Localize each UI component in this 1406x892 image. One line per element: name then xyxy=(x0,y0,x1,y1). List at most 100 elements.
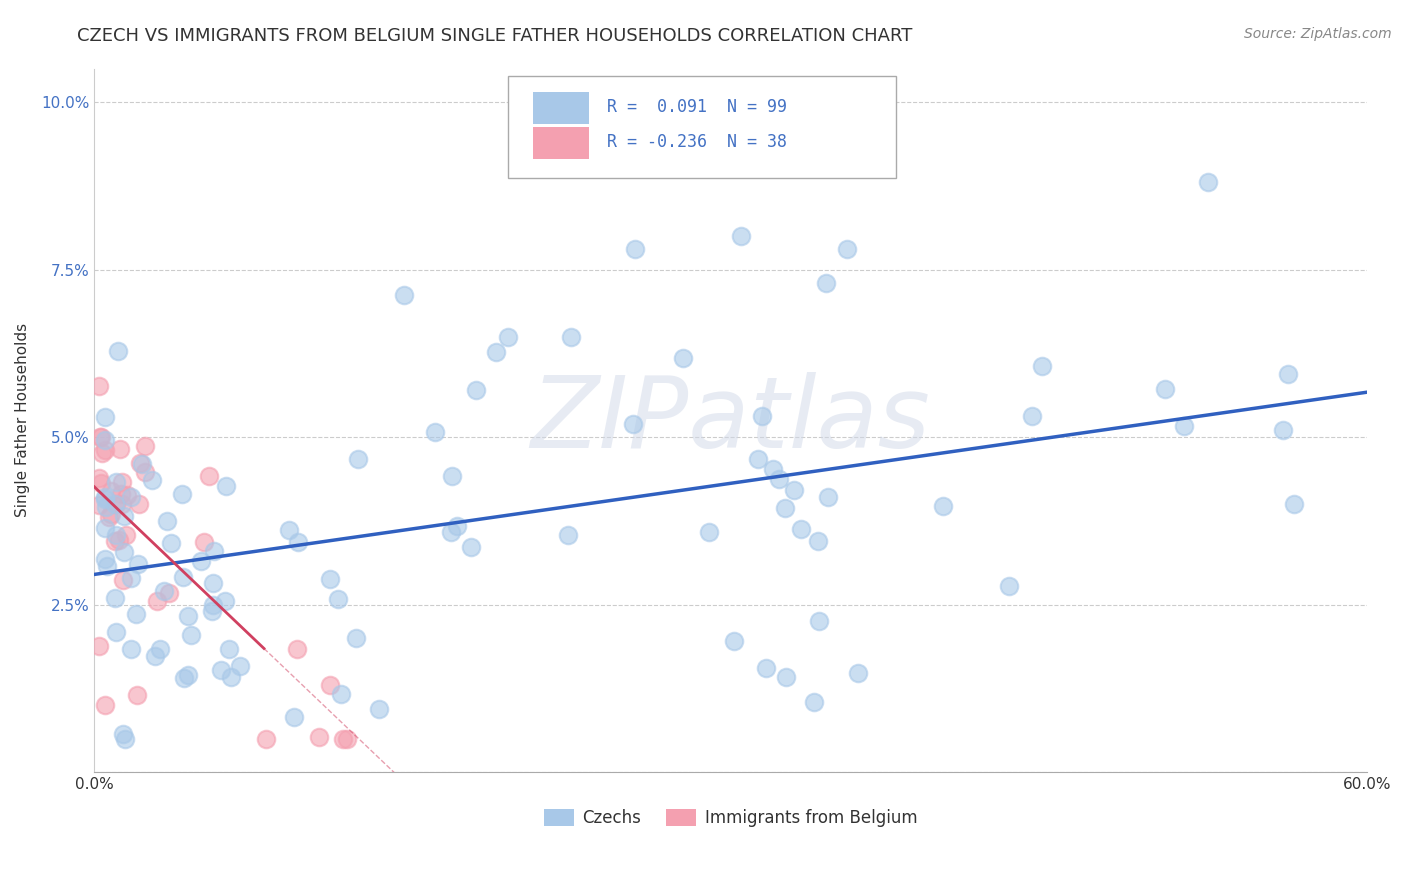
Point xyxy=(672,351,695,366)
Point xyxy=(114,527,136,541)
Point xyxy=(782,483,804,498)
Point xyxy=(621,417,644,431)
Point xyxy=(104,591,127,605)
Point xyxy=(172,569,194,583)
Point xyxy=(751,409,773,423)
Point xyxy=(94,551,117,566)
Point xyxy=(141,474,163,488)
Point xyxy=(96,558,118,573)
Point xyxy=(120,641,142,656)
Point xyxy=(368,702,391,716)
Point xyxy=(128,456,150,470)
Point xyxy=(485,345,508,359)
Point xyxy=(837,243,859,257)
Point xyxy=(94,410,117,425)
Point xyxy=(193,535,215,549)
Point xyxy=(197,468,219,483)
Point xyxy=(998,579,1021,593)
Point xyxy=(125,688,148,702)
Point xyxy=(336,731,359,746)
Point xyxy=(143,648,166,663)
Point xyxy=(773,500,796,515)
Point xyxy=(111,475,134,489)
Point xyxy=(177,608,200,623)
Point xyxy=(209,663,232,677)
Point xyxy=(176,668,198,682)
Point xyxy=(90,430,112,444)
Point xyxy=(202,598,225,612)
Point xyxy=(94,491,117,506)
Point xyxy=(131,457,153,471)
Point xyxy=(326,592,349,607)
Point xyxy=(105,624,128,639)
Point xyxy=(201,604,224,618)
Point xyxy=(287,642,309,657)
Point xyxy=(146,594,169,608)
Point xyxy=(332,731,354,746)
Point xyxy=(394,288,416,302)
Point xyxy=(215,479,238,493)
Point xyxy=(347,451,370,466)
Point xyxy=(87,639,110,653)
Point xyxy=(100,483,122,498)
Point xyxy=(104,497,127,511)
Point xyxy=(817,490,839,504)
FancyBboxPatch shape xyxy=(533,127,589,160)
Point xyxy=(104,497,127,511)
Point xyxy=(624,243,647,257)
Point xyxy=(87,498,110,512)
Point xyxy=(768,472,790,486)
Point xyxy=(152,583,174,598)
Point xyxy=(112,574,135,588)
Point xyxy=(723,633,745,648)
Point xyxy=(1031,359,1053,374)
Point xyxy=(112,726,135,740)
Point xyxy=(287,535,309,549)
FancyBboxPatch shape xyxy=(508,76,896,178)
Point xyxy=(557,527,579,541)
Point xyxy=(319,678,342,692)
Point xyxy=(815,276,838,290)
Point xyxy=(202,544,225,558)
Point xyxy=(1197,176,1219,190)
Point xyxy=(1277,368,1299,382)
Point xyxy=(108,533,131,547)
Point xyxy=(149,642,172,657)
Point xyxy=(156,514,179,528)
Point xyxy=(228,658,250,673)
Point xyxy=(330,687,353,701)
Point xyxy=(110,487,132,501)
Point xyxy=(460,541,482,555)
Point xyxy=(699,525,721,540)
Point xyxy=(111,497,134,511)
Point xyxy=(190,554,212,568)
Point xyxy=(94,443,117,458)
Point xyxy=(730,229,752,244)
Text: CZECH VS IMMIGRANTS FROM BELGIUM SINGLE FATHER HOUSEHOLDS CORRELATION CHART: CZECH VS IMMIGRANTS FROM BELGIUM SINGLE … xyxy=(77,27,912,45)
Point xyxy=(344,632,367,646)
Point xyxy=(114,731,136,746)
Point xyxy=(128,496,150,510)
Point xyxy=(87,378,110,392)
Point xyxy=(277,523,299,537)
Point xyxy=(112,508,135,523)
Point xyxy=(790,522,813,536)
Point xyxy=(1173,419,1195,434)
Text: Source: ZipAtlas.com: Source: ZipAtlas.com xyxy=(1244,27,1392,41)
Point xyxy=(120,490,142,504)
Point xyxy=(172,486,194,500)
Point xyxy=(201,576,224,591)
Point xyxy=(496,329,519,343)
Point xyxy=(775,670,797,684)
Point xyxy=(104,475,127,489)
Point xyxy=(440,524,463,539)
Point xyxy=(747,452,769,467)
Point xyxy=(117,488,139,502)
Point xyxy=(441,468,464,483)
Point xyxy=(94,521,117,535)
Point xyxy=(214,594,236,608)
Point xyxy=(104,527,127,541)
Point xyxy=(134,465,156,479)
Point xyxy=(319,572,342,586)
Point xyxy=(89,430,111,444)
